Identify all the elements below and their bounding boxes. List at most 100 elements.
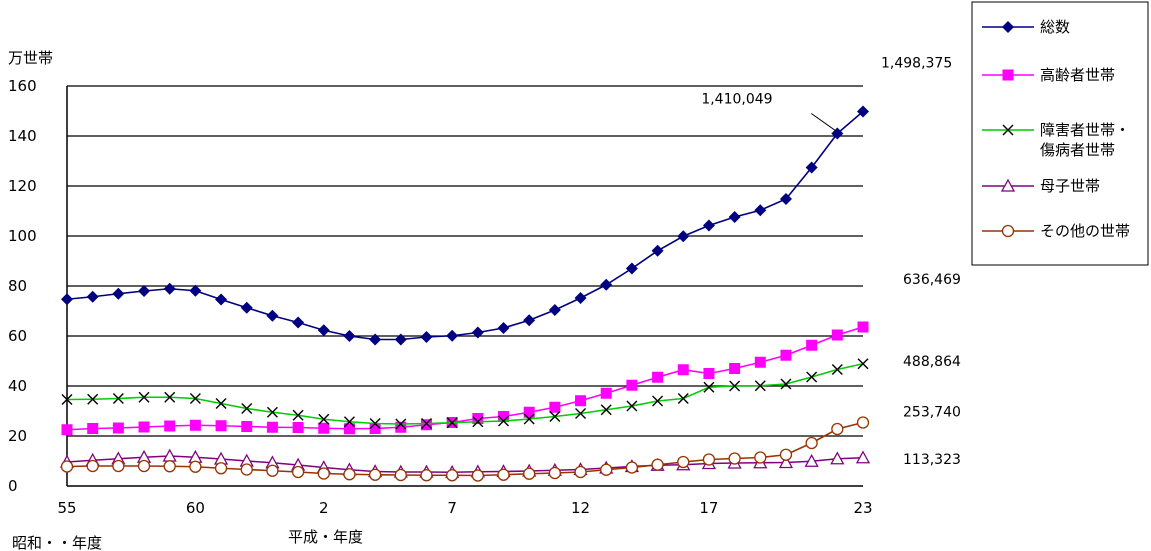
- series-1: [61, 321, 869, 436]
- series-0-point: [677, 230, 690, 243]
- series-0-point: [702, 219, 715, 232]
- series-4-point: [368, 468, 382, 481]
- series-2-point: [754, 380, 766, 392]
- series-0-point: [779, 193, 792, 205]
- series-1-point: [703, 368, 715, 379]
- series-0-point: [240, 301, 253, 314]
- series-0-point: [548, 304, 561, 316]
- y-tick-label: 40: [8, 377, 27, 395]
- series-4-point: [446, 469, 459, 482]
- series-2-point: [164, 391, 176, 403]
- marker-stroke: [189, 393, 201, 404]
- series-0-point: [625, 262, 638, 275]
- series-2-point: [395, 418, 407, 430]
- series-2-point: [87, 393, 99, 405]
- series-1-point: [343, 423, 355, 435]
- series-1-point: [523, 406, 535, 418]
- y-tick-label: 160: [8, 77, 37, 95]
- series-1-point: [87, 423, 99, 434]
- series-4-point: [702, 453, 716, 466]
- marker-stroke: [472, 416, 484, 428]
- x-tick-label: 17: [699, 499, 718, 517]
- series-1-point: [575, 395, 587, 407]
- series-2-point: [266, 406, 278, 418]
- value-annotation: 253,740: [903, 405, 961, 421]
- marker-stroke: [780, 378, 792, 390]
- marker-stroke: [138, 391, 150, 403]
- series-1-point: [420, 419, 432, 431]
- series-4-point: [779, 448, 793, 461]
- series-4-point: [523, 467, 536, 480]
- series-lines: [59, 105, 871, 482]
- x-tick-label: 55: [57, 499, 76, 517]
- series-0-point: [420, 331, 433, 343]
- series-2-point: [677, 393, 689, 404]
- series-1-point: [549, 401, 561, 413]
- series-1-point: [729, 363, 741, 374]
- series-0-point: [497, 322, 510, 334]
- series-0-point: [343, 330, 356, 342]
- series-2-point: [189, 393, 201, 404]
- marker-stroke: [395, 418, 407, 430]
- value-annotation: 1,410,049: [701, 92, 772, 108]
- series-0-point: [112, 287, 125, 300]
- series-0-point: [292, 316, 305, 329]
- series-1-point: [754, 356, 766, 368]
- series-1-point: [806, 339, 818, 351]
- series-2-point: [523, 413, 535, 425]
- legend-swatch-marker: [1002, 69, 1014, 81]
- series-1-point: [831, 329, 843, 341]
- series-4-point: [420, 469, 433, 482]
- marker-stroke: [729, 380, 741, 392]
- series-1-point: [600, 387, 612, 399]
- series-4-point: [240, 463, 253, 476]
- series-2-point: [369, 418, 381, 429]
- series-4-point: [112, 459, 125, 473]
- series-1-point: [626, 379, 638, 391]
- marker-stroke: [318, 413, 330, 425]
- series-4: [60, 416, 870, 482]
- series-4-point: [60, 460, 74, 473]
- marker-stroke: [446, 417, 458, 429]
- series-1-point: [112, 422, 124, 434]
- marker-stroke: [831, 364, 843, 375]
- marker-stroke: [1002, 124, 1014, 136]
- value-annotations: 1,410,049 1,498,375 636,469 488,864 253,740 1…: [701, 56, 961, 468]
- value-annotation: 636,469: [903, 272, 961, 288]
- x-tick-label: 7: [447, 499, 457, 517]
- series-2-point: [549, 411, 561, 422]
- series-0-point: [163, 282, 176, 295]
- value-annotation: 488,864: [903, 354, 961, 370]
- series-4-point: [471, 469, 484, 482]
- x-tick-label: 23: [853, 499, 872, 517]
- series-1-point: [164, 420, 176, 432]
- series-2-point: [446, 417, 458, 429]
- marker-stroke: [677, 393, 689, 404]
- y-tick-label: 0: [8, 477, 18, 495]
- series-1-point: [189, 419, 201, 431]
- series-3-point: [830, 451, 845, 465]
- series-0-point: [754, 204, 767, 217]
- series-2-point: [61, 394, 73, 405]
- series-0-point: [394, 333, 407, 346]
- series-4-point: [805, 436, 818, 450]
- series-1-point: [61, 424, 73, 436]
- series-1-point: [138, 421, 150, 433]
- series-4-point: [317, 467, 330, 480]
- series-4-point: [291, 465, 305, 479]
- series-0-point: [857, 105, 869, 118]
- series-2-line: [66, 362, 864, 425]
- series-4-line: [66, 421, 864, 477]
- marker-stroke: [215, 398, 227, 409]
- series-4-point: [625, 461, 639, 474]
- x-tick-label: 60: [186, 499, 205, 517]
- series-0-point: [86, 290, 99, 303]
- x-tick-labels: 55 60 2 7 12 17 23: [57, 499, 872, 517]
- marker-stroke: [575, 408, 587, 419]
- series-0-point: [266, 309, 279, 322]
- marker-stroke: [369, 418, 381, 429]
- series-1-point: [266, 421, 278, 433]
- series-3-point: [778, 455, 794, 469]
